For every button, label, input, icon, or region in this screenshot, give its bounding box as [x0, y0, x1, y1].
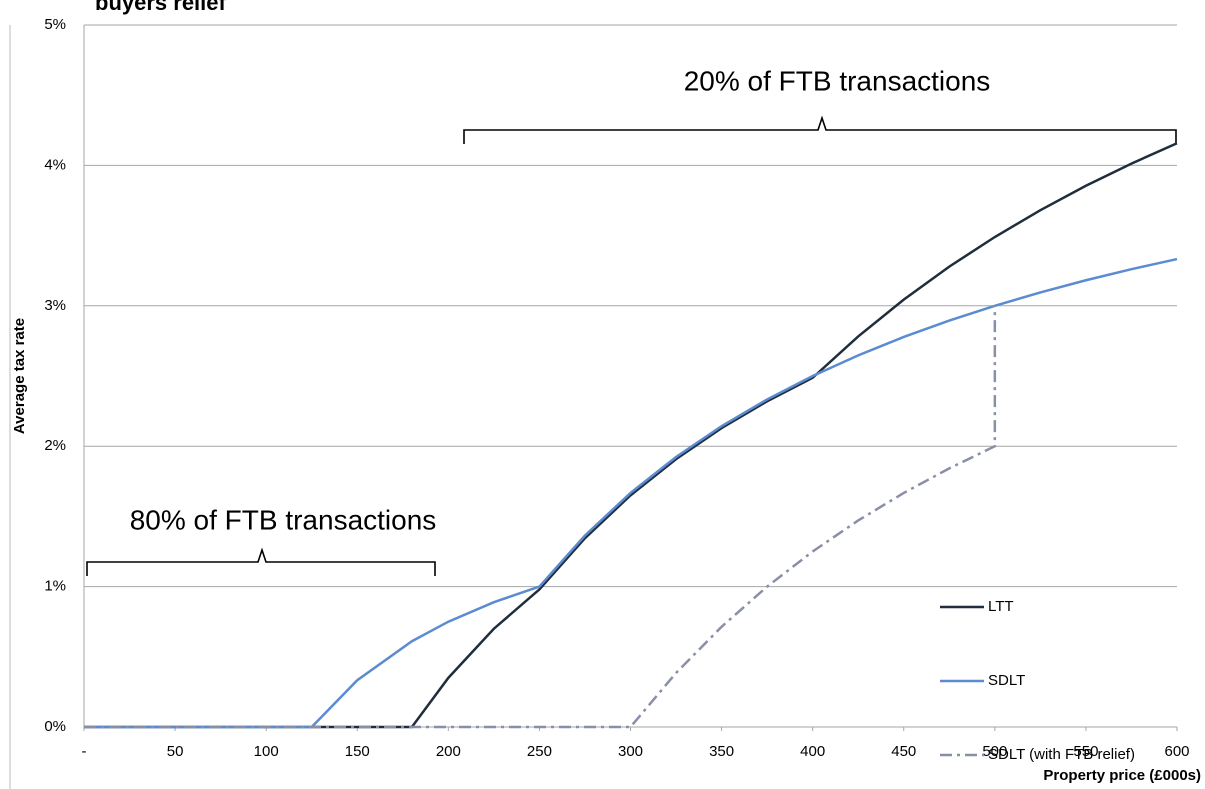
- x-tick-label: 500: [982, 743, 1007, 760]
- annotation: 80% of FTB transactions: [130, 504, 437, 535]
- x-tick-label: 100: [254, 743, 279, 760]
- brace: [86, 547, 436, 576]
- line-series: [84, 142, 1178, 729]
- legend-label: SDLT (with FTB relief): [988, 746, 1135, 763]
- line-series: [84, 305, 997, 729]
- x-tick-label: 200: [436, 743, 461, 760]
- brace: [463, 115, 1177, 144]
- y-axis-label: Average tax rate: [11, 318, 28, 434]
- y-tick-label: 1%: [44, 578, 66, 595]
- y-tick-label: 3%: [44, 297, 66, 314]
- y-tick-label: 5%: [44, 16, 66, 33]
- y-tick-label: 2%: [44, 437, 66, 454]
- line-series: [84, 257, 1178, 729]
- x-tick-label: 50: [167, 743, 184, 760]
- x-tick-label: 350: [709, 743, 734, 760]
- y-tick-label: 4%: [44, 156, 66, 173]
- x-tick-label: 250: [527, 743, 552, 760]
- x-tick-label: 450: [891, 743, 916, 760]
- x-tick-label: -: [82, 743, 87, 760]
- annotation: 20% of FTB transactions: [684, 65, 991, 96]
- x-tick-label: 300: [618, 743, 643, 760]
- x-tick-label: 400: [800, 743, 825, 760]
- legend-label: SDLT: [988, 672, 1025, 689]
- x-tick-label: 550: [1073, 743, 1098, 760]
- legend-label: LTT: [988, 598, 1014, 615]
- y-tick-label: 0%: [44, 718, 66, 735]
- x-axis-label: Property price (£000s): [1043, 767, 1201, 784]
- x-tick-label: 150: [345, 743, 370, 760]
- chart-title: buyers relief: [95, 0, 227, 15]
- x-tick-label: 600: [1164, 743, 1189, 760]
